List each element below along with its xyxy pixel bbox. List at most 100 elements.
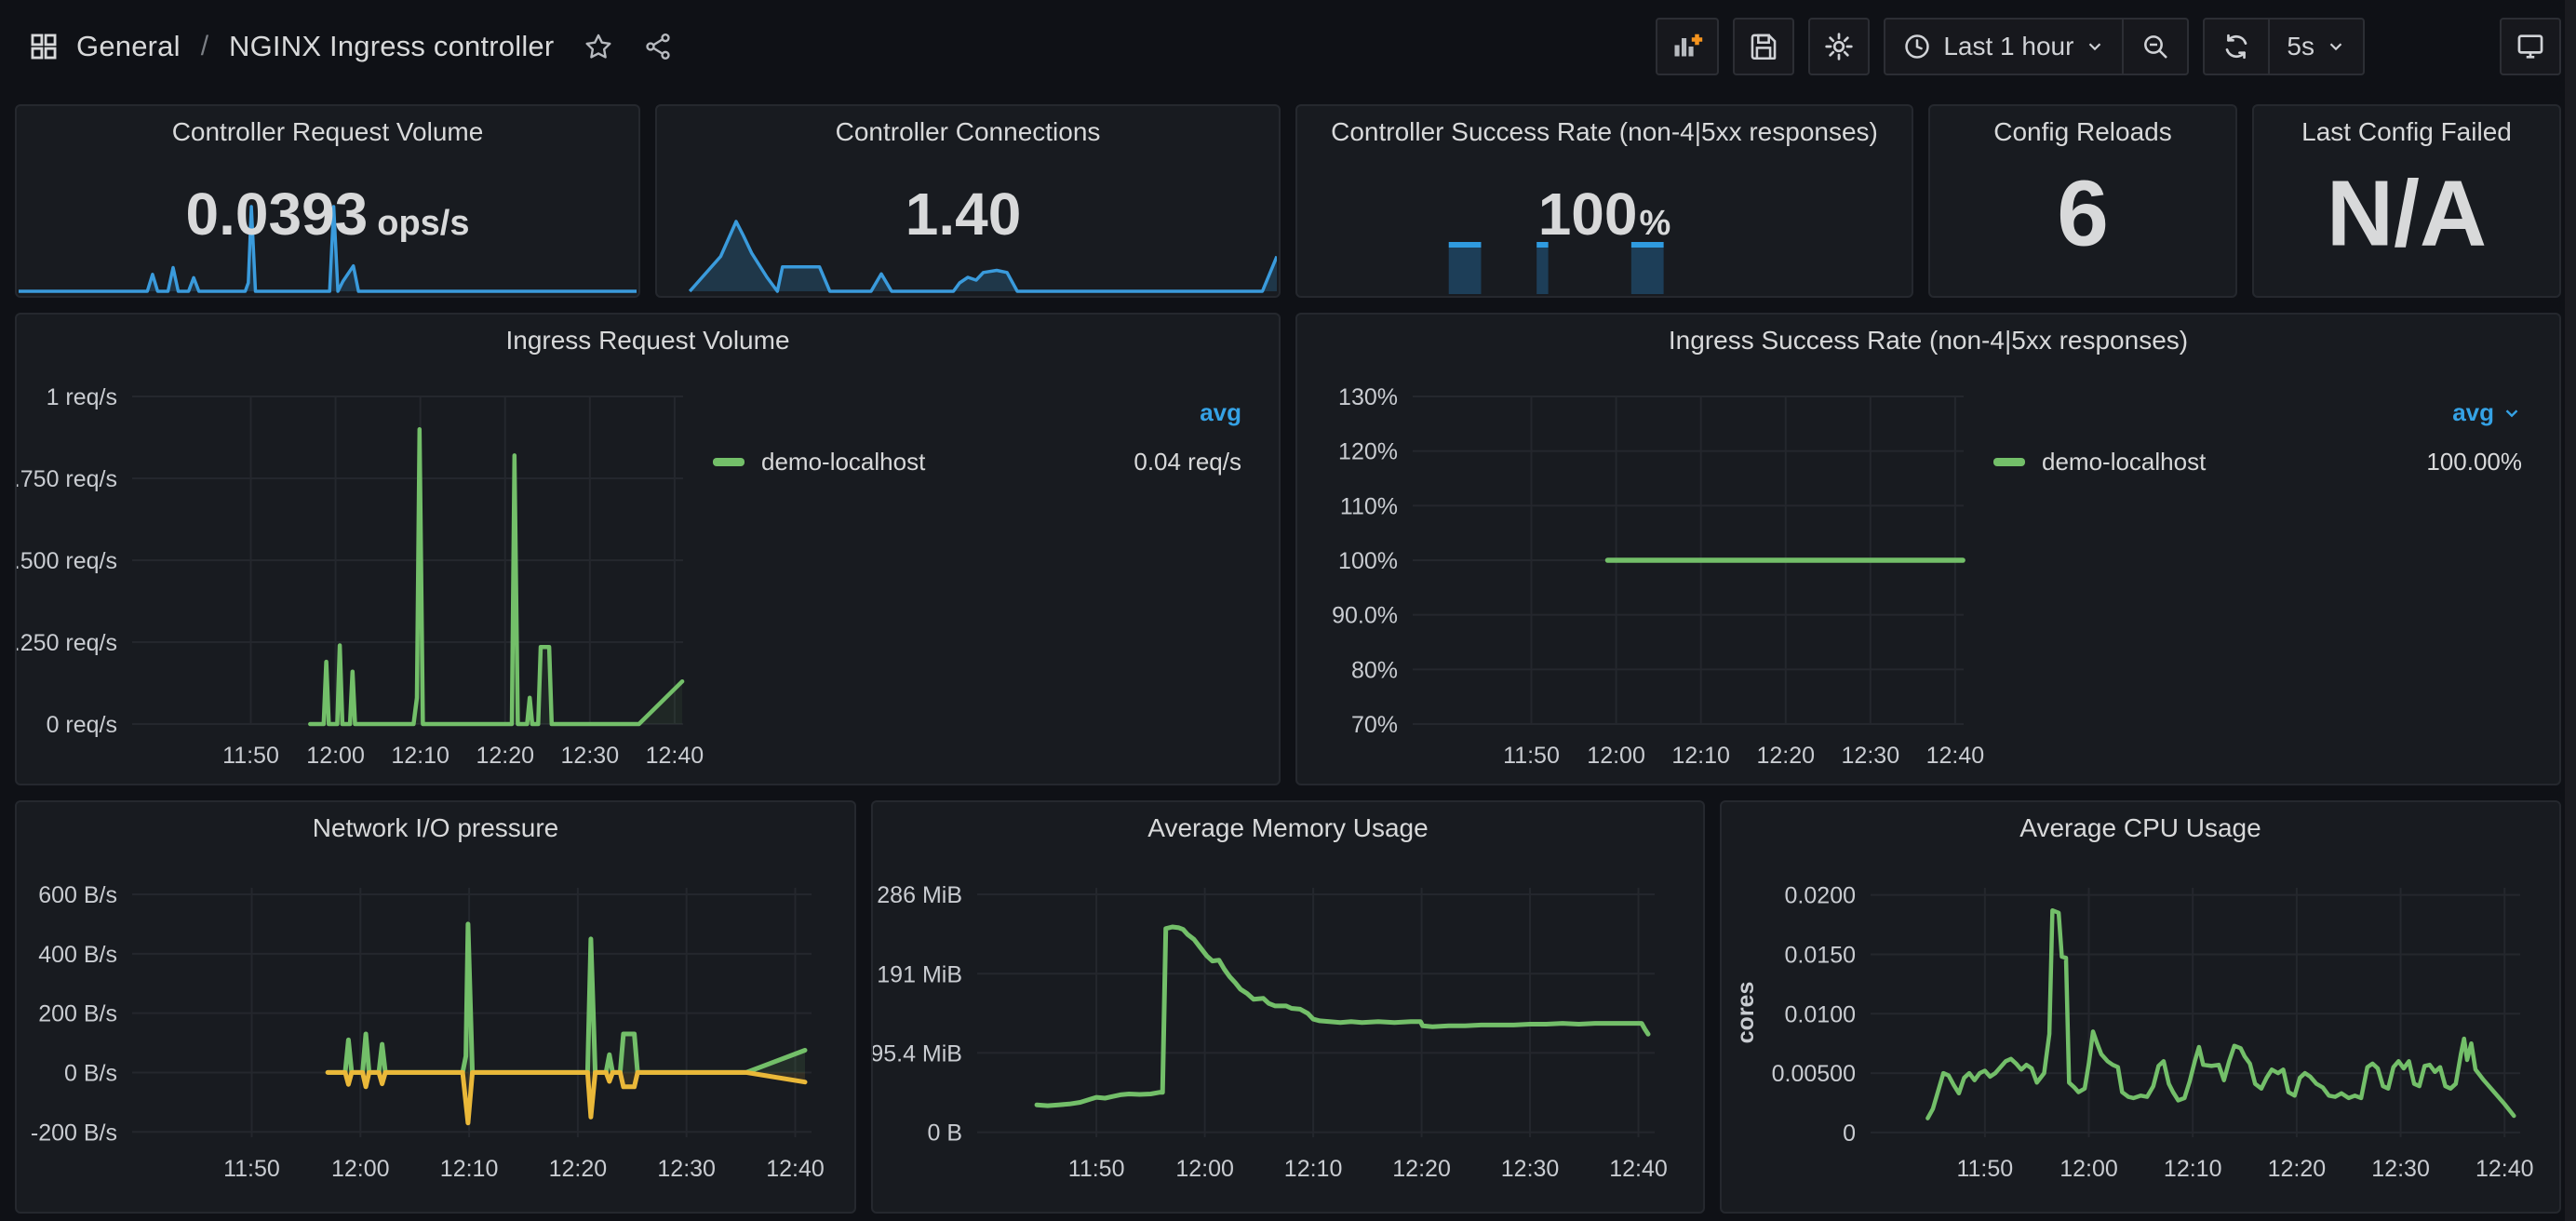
- svg-text:0 B/s: 0 B/s: [64, 1060, 117, 1086]
- svg-text:200 B/s: 200 B/s: [38, 1001, 117, 1027]
- legend-stat-header[interactable]: avg: [1200, 398, 1241, 426]
- chart-ingress-request-volume[interactable]: 11:50 12:00 12:10 12:20 12:30 12:40 0 req/s 0.2…: [1, 315, 1279, 784]
- svg-text:12:20: 12:20: [1756, 743, 1815, 769]
- breadcrumb-folder[interactable]: General: [76, 30, 181, 62]
- svg-text:12:20: 12:20: [1392, 1156, 1451, 1182]
- legend: avg demo-localhost 0.04 req/s: [713, 398, 1241, 476]
- svg-text:12:00: 12:00: [2059, 1156, 2118, 1182]
- svg-text:120%: 120%: [1338, 439, 1398, 465]
- plus-icon: [1692, 34, 1703, 46]
- svg-text:0.00500: 0.00500: [1772, 1061, 1856, 1087]
- time-range-picker[interactable]: Last 1 hour: [1885, 20, 2122, 74]
- chart-average-memory[interactable]: 11:50 12:00 12:10 12:20 12:30 12:40 0 B 95.4 Mi…: [870, 802, 1703, 1212]
- svg-text:11:50: 11:50: [1068, 1156, 1125, 1182]
- star-icon[interactable]: [584, 32, 613, 61]
- page-title[interactable]: NGINX Ingress controller: [229, 30, 555, 62]
- zoom-out-button[interactable]: [2122, 20, 2187, 74]
- svg-text:95.4 MiB: 95.4 MiB: [873, 1040, 962, 1067]
- svg-text:cores: cores: [1733, 982, 1759, 1044]
- refresh-group: 5s: [2203, 18, 2365, 75]
- stat-value: N/A: [2326, 161, 2488, 266]
- panel-title[interactable]: Controller Connections: [835, 117, 1101, 146]
- sparkline-connections: [659, 218, 1279, 294]
- svg-text:0.250 req/s: 0.250 req/s: [17, 630, 117, 656]
- panel-title[interactable]: Controller Request Volume: [171, 117, 484, 146]
- add-panel-button[interactable]: [1656, 18, 1720, 75]
- svg-text:12:00: 12:00: [1175, 1156, 1234, 1182]
- sparkbars-success-rate: [1299, 242, 1910, 294]
- svg-text:400 B/s: 400 B/s: [38, 942, 117, 968]
- stat-value: 1.40: [905, 181, 1022, 248]
- legend-stat-header[interactable]: avg: [1993, 398, 2522, 427]
- svg-text:12:40: 12:40: [646, 743, 704, 769]
- scrollbar-track[interactable]: [2565, 0, 2576, 1221]
- series-color-dash: [1993, 458, 2025, 466]
- panel-title[interactable]: Config Reloads: [1993, 117, 2172, 146]
- monitor-icon: [2517, 34, 2543, 59]
- svg-text:12:40: 12:40: [1926, 743, 1985, 769]
- panel-last-config-failed: Last Config Failed N/A: [2252, 104, 2561, 298]
- svg-text:11:50: 11:50: [222, 743, 279, 769]
- svg-text:12:00: 12:00: [306, 743, 365, 769]
- refresh-button[interactable]: [2205, 20, 2268, 74]
- panel-title[interactable]: Ingress Success Rate (non-4|5xx response…: [1668, 326, 2189, 355]
- svg-text:12:10: 12:10: [1284, 1156, 1343, 1182]
- svg-text:1 req/s: 1 req/s: [47, 384, 117, 410]
- breadcrumb-separator: /: [200, 31, 209, 61]
- svg-text:0: 0: [1843, 1120, 1856, 1147]
- svg-text:0.0100: 0.0100: [1785, 1001, 1856, 1027]
- chart-network-io[interactable]: 11:50 12:00 12:10 12:20 12:30 12:40 -200 B/s 0 …: [17, 802, 854, 1212]
- refresh-icon: [2226, 34, 2247, 60]
- svg-text:12:30: 12:30: [1501, 1156, 1560, 1182]
- svg-text:130%: 130%: [1338, 384, 1398, 410]
- panel-title[interactable]: Last Config Failed: [2301, 117, 2512, 146]
- svg-text:110%: 110%: [1340, 493, 1398, 519]
- svg-text:11:50: 11:50: [1956, 1156, 2013, 1182]
- panel-title[interactable]: Average Memory Usage: [1147, 813, 1429, 842]
- refresh-interval-label: 5s: [2287, 32, 2314, 60]
- svg-text:12:40: 12:40: [1609, 1156, 1668, 1182]
- dashboard-settings-button[interactable]: [1808, 18, 1871, 75]
- refresh-interval-picker[interactable]: 5s: [2268, 20, 2363, 74]
- panel-controller-request-volume: Controller Request Volume 0.0393 ops/s: [15, 104, 640, 298]
- panel-title[interactable]: Controller Success Rate (non-4|5xx respo…: [1331, 117, 1878, 146]
- svg-text:0.0150: 0.0150: [1785, 942, 1856, 968]
- svg-text:12:10: 12:10: [391, 743, 449, 769]
- chart-ingress-success-rate[interactable]: 11:50 12:00 12:10 12:20 12:30 12:40 70% 80% 90.0…: [1297, 315, 2559, 784]
- chart-average-cpu[interactable]: 11:50 12:00 12:10 12:20 12:30 12:40 0 0.00500 0.…: [1722, 802, 2559, 1212]
- share-icon[interactable]: [643, 32, 673, 61]
- dashboards-grid-icon[interactable]: [28, 31, 60, 62]
- panel-average-cpu-usage: Average CPU Usage 11:50 12:00 12:10 12:20 12…: [1720, 800, 2561, 1214]
- svg-text:12:00: 12:00: [331, 1156, 390, 1182]
- panel-title[interactable]: Network I/O pressure: [312, 813, 559, 842]
- sparkline-request-volume: [19, 203, 637, 294]
- save-dashboard-button[interactable]: [1733, 18, 1795, 75]
- kiosk-mode-button[interactable]: [2500, 18, 2561, 75]
- zoom-out-icon: [2144, 35, 2168, 59]
- svg-text:286 MiB: 286 MiB: [877, 882, 962, 908]
- panel-title[interactable]: Ingress Request Volume: [505, 326, 790, 355]
- svg-text:12:10: 12:10: [2164, 1156, 2222, 1182]
- time-range-label: Last 1 hour: [1943, 32, 2074, 60]
- panel-title[interactable]: Average CPU Usage: [2019, 813, 2261, 842]
- legend-row[interactable]: demo-localhost 0.04 req/s: [713, 448, 1241, 476]
- svg-text:191 MiB: 191 MiB: [877, 961, 962, 987]
- svg-text:11:50: 11:50: [1503, 743, 1560, 769]
- time-picker-group: Last 1 hour: [1884, 18, 2190, 75]
- chevron-down-icon: [2089, 43, 2101, 51]
- dashboard-header: General / NGINX Ingress controller: [0, 0, 2576, 93]
- svg-text:11:50: 11:50: [223, 1156, 280, 1182]
- legend-row[interactable]: demo-localhost 100.00%: [1993, 448, 2522, 476]
- toolbar: Last 1 hour: [1656, 18, 2561, 75]
- svg-text:0 B: 0 B: [927, 1120, 962, 1147]
- series-name: demo-localhost: [2042, 448, 2207, 476]
- svg-text:12:40: 12:40: [2475, 1156, 2534, 1182]
- svg-text:100%: 100%: [1338, 548, 1398, 574]
- svg-text:90.0%: 90.0%: [1332, 603, 1398, 629]
- clock-icon: [1905, 34, 1930, 59]
- svg-text:0.500 req/s: 0.500 req/s: [17, 548, 117, 574]
- svg-text:0.0200: 0.0200: [1785, 883, 1856, 909]
- series-avg-value: 100.00%: [2426, 448, 2522, 476]
- svg-text:12:30: 12:30: [2371, 1156, 2430, 1182]
